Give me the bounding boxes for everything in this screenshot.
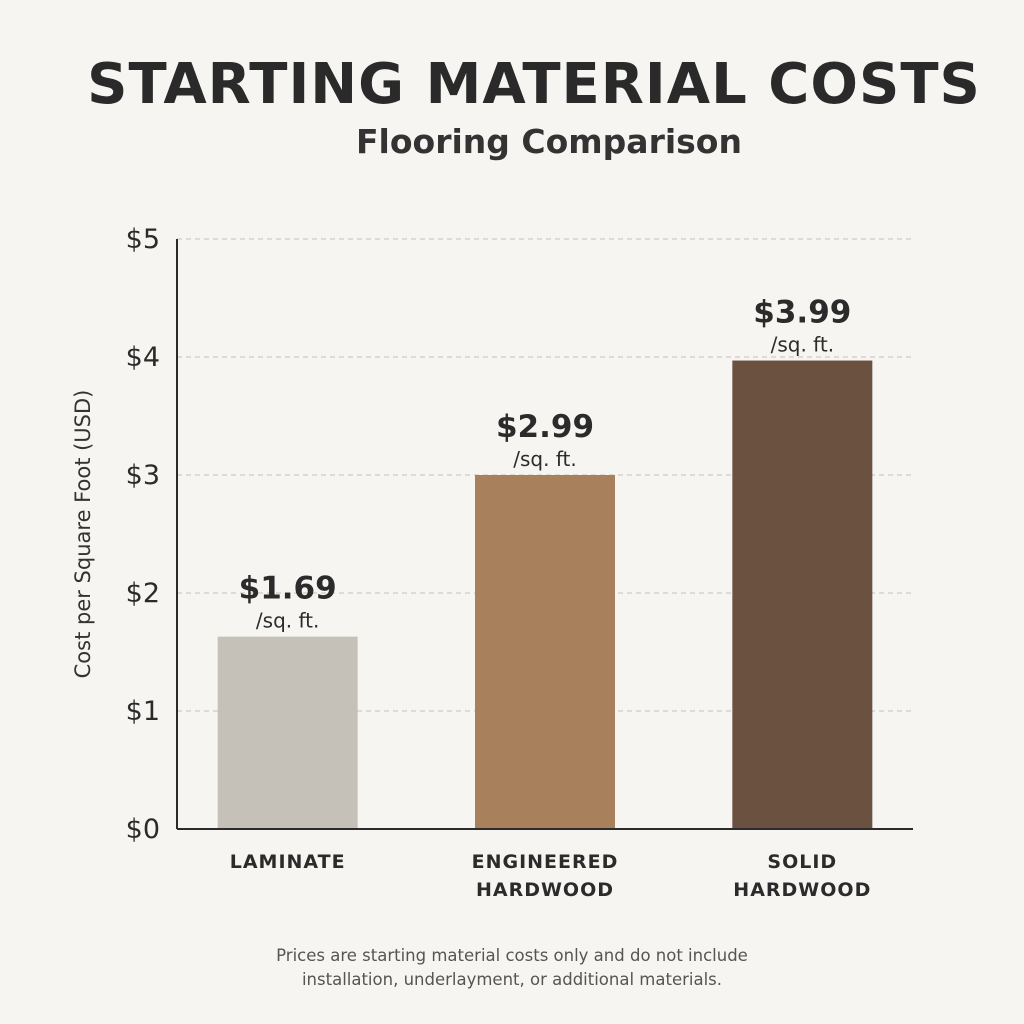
bar-unit-label: /sq. ft.: [256, 609, 319, 633]
bar-solid-hardwood: [732, 360, 873, 829]
y-tick-label: $5: [126, 224, 160, 255]
x-category-label: ENGINEERED: [472, 851, 619, 873]
bar-value-label: $2.99: [496, 409, 594, 445]
y-tick-label: $1: [126, 696, 160, 727]
bar-laminate: [217, 636, 358, 829]
footnote-line-1: Prices are starting material costs only …: [276, 946, 748, 965]
bar-unit-label: /sq. ft.: [513, 447, 576, 471]
y-axis-title: Cost per Square Foot (USD): [71, 390, 95, 679]
chart-subtitle: Flooring Comparison: [356, 122, 742, 161]
x-category-label: SOLID: [767, 851, 837, 873]
bar-unit-label: /sq. ft.: [771, 333, 834, 357]
y-tick-label: $3: [126, 460, 160, 491]
bar-engineered-hardwood: [475, 475, 615, 829]
y-tick-label: $0: [126, 814, 160, 845]
x-category-label: HARDWOOD: [733, 879, 871, 901]
x-category-label: HARDWOOD: [476, 879, 614, 901]
bar-value-label: $1.69: [239, 571, 337, 607]
chart-title: STARTING MATERIAL COSTS: [87, 52, 981, 117]
y-tick-label: $4: [126, 342, 160, 373]
footnote: Prices are starting material costs only …: [0, 944, 1024, 992]
bar-value-label: $3.99: [753, 295, 851, 331]
x-category-label: LAMINATE: [230, 851, 346, 873]
y-tick-label: $2: [126, 578, 160, 609]
footnote-line-2: installation, underlayment, or additiona…: [301, 970, 723, 989]
